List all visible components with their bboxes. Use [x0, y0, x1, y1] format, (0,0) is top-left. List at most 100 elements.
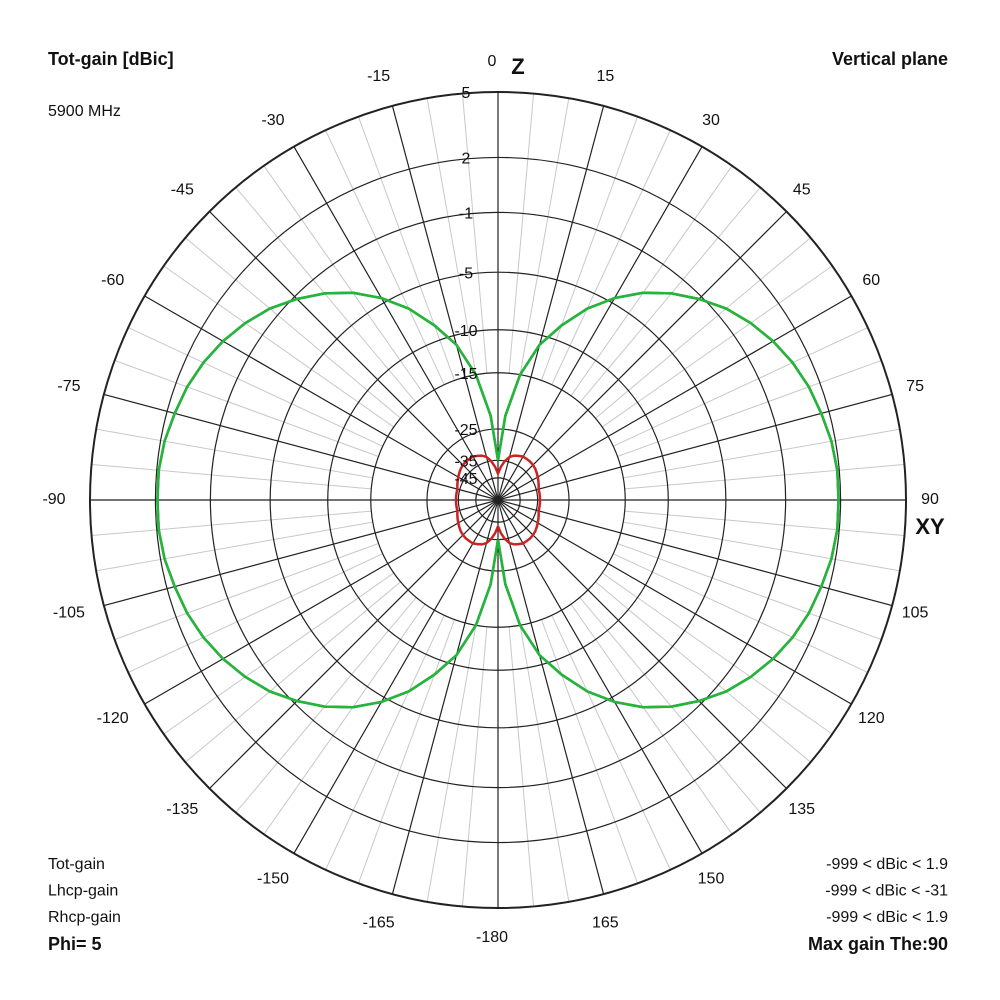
- phi-label: Phi= 5: [48, 934, 102, 954]
- minor-spoke: [357, 116, 455, 381]
- minor-spoke: [185, 237, 401, 419]
- series-line: [156, 291, 840, 709]
- minor-spoke: [551, 615, 671, 870]
- grid-spoke: [497, 499, 893, 607]
- minor-spoke: [163, 572, 395, 735]
- minor-spoke: [508, 626, 535, 907]
- minor-spoke: [426, 625, 477, 902]
- minor-spoke: [579, 187, 761, 403]
- theta-tick-label: 45: [793, 182, 811, 199]
- minor-spoke: [551, 130, 671, 385]
- r-tick-label: -15: [454, 366, 477, 383]
- theta-tick-label: -90: [42, 491, 65, 508]
- grid-spoke: [103, 499, 499, 607]
- grid-spoke: [391, 499, 499, 895]
- grid-spoke: [497, 295, 852, 501]
- minor-spoke: [579, 597, 761, 813]
- grid-spoke: [497, 211, 787, 501]
- theta-tick-label: -15: [367, 68, 390, 85]
- minor-spoke: [541, 619, 639, 884]
- r-tick-label: -10: [454, 323, 477, 340]
- r-tick-label: 5: [462, 85, 471, 102]
- grid-spoke: [497, 499, 852, 705]
- grid-spoke: [144, 499, 499, 705]
- r-tick-label: -35: [454, 454, 477, 471]
- theta-tick-label: -120: [97, 710, 129, 727]
- grid-spoke: [209, 211, 499, 501]
- r-tick-label: -1: [459, 206, 473, 223]
- minor-spoke: [570, 603, 733, 835]
- grid-spoke: [103, 393, 499, 501]
- theta-tick-label: 165: [592, 914, 619, 931]
- legend-name: Lhcp-gain: [48, 883, 118, 900]
- r-tick-label: -45: [454, 471, 477, 488]
- minor-spoke: [114, 359, 379, 457]
- minor-spoke: [595, 581, 811, 763]
- theta-tick-label: 15: [596, 68, 614, 85]
- minor-spoke: [128, 553, 383, 673]
- r-tick-label: -5: [459, 265, 473, 282]
- grid: [89, 91, 907, 909]
- minor-spoke: [601, 265, 833, 428]
- minor-spoke: [519, 625, 570, 902]
- theta-tick-label: 0: [488, 53, 497, 70]
- minor-spoke: [96, 521, 373, 572]
- theta-tick-label: 105: [902, 605, 929, 622]
- max-gain-label: Max gain The:90: [808, 934, 948, 954]
- minor-spoke: [185, 581, 401, 763]
- minor-spoke: [325, 130, 445, 385]
- theta-tick-label: -165: [363, 914, 395, 931]
- legend-range: -999 < dBic < 1.9: [826, 856, 948, 873]
- theta-tick-label: -135: [166, 801, 198, 818]
- frequency: 5900 MHz: [48, 103, 121, 120]
- grid-spoke: [497, 499, 605, 895]
- minor-spoke: [508, 93, 535, 374]
- grid-spoke: [497, 499, 703, 854]
- theta-tick-label: -75: [57, 378, 80, 395]
- theta-tick-label: -150: [257, 871, 289, 888]
- minor-spoke: [128, 327, 383, 447]
- minor-spoke: [91, 510, 372, 537]
- minor-spoke: [426, 98, 477, 375]
- legend-range: -999 < dBic < 1.9: [826, 909, 948, 926]
- grid-spoke: [144, 295, 499, 501]
- theta-tick-label: 30: [702, 112, 720, 129]
- chart-title: Tot-gain [dBic]: [48, 49, 174, 69]
- minor-spoke: [617, 359, 882, 457]
- r-tick-label: -25: [454, 422, 477, 439]
- r-tick-label: 2: [462, 151, 471, 168]
- minor-spoke: [114, 543, 379, 641]
- minor-spoke: [613, 327, 868, 447]
- theta-tick-label: -180: [476, 929, 508, 946]
- minor-spoke: [624, 463, 905, 490]
- theta-tick-label: -45: [171, 182, 194, 199]
- plane-label: Vertical plane: [832, 49, 948, 69]
- minor-spoke: [601, 572, 833, 735]
- minor-spoke: [595, 237, 811, 419]
- legend-name: Tot-gain: [48, 856, 105, 873]
- minor-spoke: [624, 510, 905, 537]
- theta-tick-label: 60: [862, 272, 880, 289]
- theta-tick-label: 90: [921, 491, 939, 508]
- theta-tick-label: 135: [788, 801, 815, 818]
- minor-spoke: [519, 98, 570, 375]
- minor-spoke: [325, 615, 445, 870]
- minor-spoke: [163, 265, 395, 428]
- axis-label-z: Z: [511, 54, 524, 79]
- theta-tick-label: 120: [858, 710, 885, 727]
- minor-spoke: [96, 428, 373, 479]
- theta-tick-label: 75: [906, 378, 924, 395]
- minor-spoke: [613, 553, 868, 673]
- minor-spoke: [263, 603, 426, 835]
- minor-spoke: [357, 619, 455, 884]
- minor-spoke: [461, 93, 488, 374]
- minor-spoke: [91, 463, 372, 490]
- series-line: [454, 454, 542, 546]
- grid-spoke: [293, 146, 499, 501]
- minor-spoke: [461, 626, 488, 907]
- grid-spoke: [497, 105, 605, 501]
- minor-spoke: [263, 165, 426, 397]
- minor-spoke: [617, 543, 882, 641]
